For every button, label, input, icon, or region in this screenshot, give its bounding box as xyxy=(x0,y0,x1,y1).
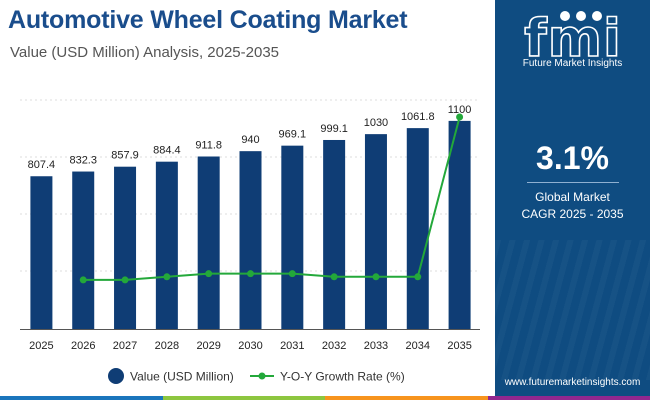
bar-2026 xyxy=(72,171,95,329)
bar-2025 xyxy=(30,176,53,329)
bar-data-labels: 807.4 832.3 857.9 884.4 911.8 940 969.1 999.1 10… xyxy=(28,104,472,171)
bar-series xyxy=(30,120,471,329)
bar-2027 xyxy=(114,166,137,329)
bar-2033 xyxy=(364,134,387,329)
legend-line-label: Y-O-Y Growth Rate (%) xyxy=(280,370,405,384)
growth-point-2035 xyxy=(456,113,464,121)
growth-point-2031 xyxy=(288,270,296,278)
bar-2031 xyxy=(281,145,304,329)
cagr-value: 3.1% xyxy=(536,140,609,176)
bottom-bar-segment xyxy=(162,396,325,400)
bar-label-2028: 884.4 xyxy=(153,145,181,157)
brand-name: Future Market Insights xyxy=(522,58,623,69)
growth-line-series xyxy=(79,113,464,284)
x-tick-2029: 2029 xyxy=(196,340,220,352)
bottom-bar-segment xyxy=(325,396,488,400)
growth-point-2027 xyxy=(121,276,129,284)
bar-label-2034: 1061.8 xyxy=(401,111,435,123)
website-link[interactable]: www.futuremarketinsights.com xyxy=(504,377,641,388)
bar-label-2029: 911.8 xyxy=(195,139,222,151)
bar-line-chart: 807.4 832.3 857.9 884.4 911.8 940 969.1 999.1 10… xyxy=(20,99,480,384)
cagr-divider xyxy=(527,182,619,183)
bar-label-2027: 857.9 xyxy=(111,150,139,162)
x-tick-2028: 2028 xyxy=(155,340,179,352)
legend-line-marker xyxy=(258,372,266,380)
bar-2029 xyxy=(197,156,220,329)
bottom-bar-segment xyxy=(0,396,163,400)
x-tick-2034: 2034 xyxy=(406,340,430,352)
growth-point-2034 xyxy=(414,273,422,281)
chart-legend: Value (USD Million) Y-O-Y Growth Rate (%… xyxy=(108,368,405,384)
chart-subtitle: Value (USD Million) Analysis, 2025-2035 xyxy=(10,44,280,61)
bar-2030 xyxy=(239,151,262,329)
x-tick-2026: 2026 xyxy=(71,340,95,352)
bar-label-2035: 1100 xyxy=(448,104,472,116)
bar-2032 xyxy=(323,139,346,329)
legend-bar-label: Value (USD Million) xyxy=(130,370,234,384)
bar-label-2030: 940 xyxy=(241,134,259,146)
bar-label-2032: 999.1 xyxy=(320,123,348,135)
bar-label-2025: 807.4 xyxy=(28,159,56,171)
growth-point-2030 xyxy=(247,270,254,278)
cagr-label: Global Market CAGR 2025 - 2035 xyxy=(495,189,650,223)
growth-point-2032 xyxy=(330,273,338,281)
growth-line xyxy=(83,116,461,281)
bar-2035 xyxy=(448,120,471,329)
fmi-logo-text: fmi xyxy=(524,9,622,69)
logo-dot-icon xyxy=(576,11,586,21)
chart-title: Automotive Wheel Coating Market xyxy=(8,6,408,34)
x-tick-2033: 2033 xyxy=(364,340,388,352)
x-tick-2032: 2032 xyxy=(322,340,346,352)
summary-panel: fmi Future Market Insights 3.1% Global M… xyxy=(495,0,650,400)
bottom-bar-segment xyxy=(487,396,650,400)
growth-point-2033 xyxy=(372,273,380,281)
x-tick-2035: 2035 xyxy=(447,340,471,352)
bar-2028 xyxy=(155,161,178,329)
cagr-label-line2: CAGR 2025 - 2035 xyxy=(521,207,624,221)
cagr-label-line1: Global Market xyxy=(535,190,610,204)
growth-point-2028 xyxy=(163,273,171,281)
bar-label-2026: 832.3 xyxy=(69,155,97,167)
logo-person-icon xyxy=(592,11,602,21)
bar-label-2033: 1030 xyxy=(364,117,388,129)
growth-point-2029 xyxy=(205,270,213,278)
fmi-logo: fmi xyxy=(523,8,622,70)
logo-globe-icon xyxy=(560,11,570,21)
x-tick-2030: 2030 xyxy=(238,340,262,352)
x-axis-ticks: 2025 2026 2027 2028 2029 2030 2031 2032 2033 2034… xyxy=(29,340,472,352)
growth-point-2026 xyxy=(79,276,87,284)
bar-label-2031: 969.1 xyxy=(279,129,307,141)
legend-bar-swatch xyxy=(108,368,124,384)
x-tick-2025: 2025 xyxy=(29,340,53,352)
x-tick-2027: 2027 xyxy=(113,340,137,352)
bar-2034 xyxy=(406,128,429,329)
bottom-color-bar xyxy=(0,396,650,400)
x-tick-2031: 2031 xyxy=(280,340,304,352)
